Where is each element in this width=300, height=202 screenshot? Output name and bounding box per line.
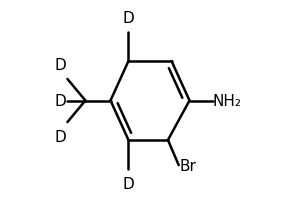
Text: Br: Br	[179, 158, 196, 173]
Text: D: D	[54, 129, 66, 144]
Text: D: D	[123, 11, 134, 26]
Text: NH₂: NH₂	[213, 94, 242, 108]
Text: D: D	[54, 94, 66, 108]
Text: D: D	[54, 58, 66, 73]
Text: D: D	[123, 176, 134, 191]
